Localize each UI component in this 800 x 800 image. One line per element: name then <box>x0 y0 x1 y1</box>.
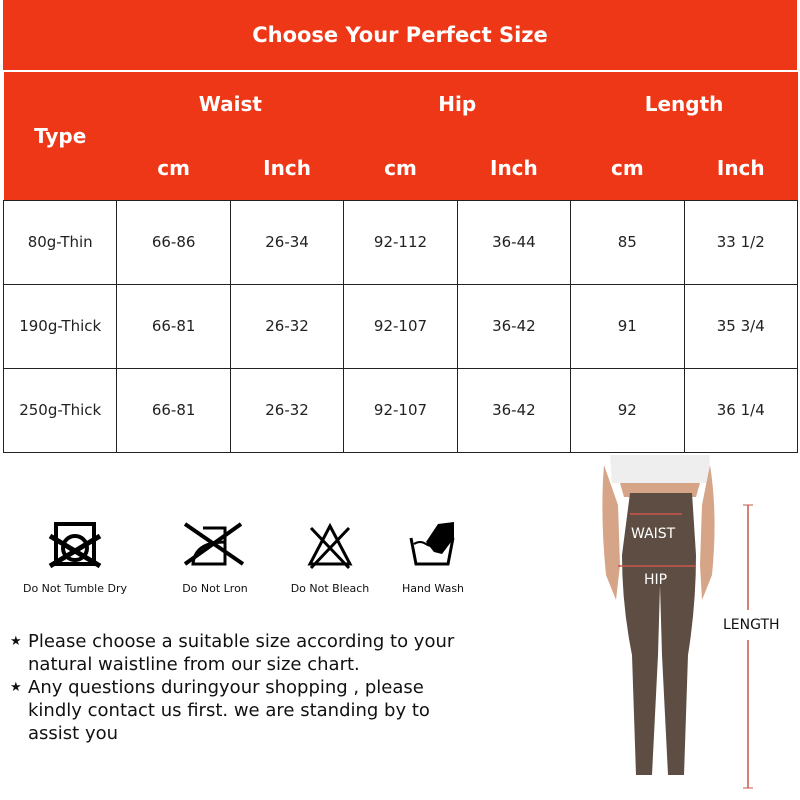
no-tumble-dry-icon <box>48 522 102 569</box>
note-2: Any questions duringyour shopping , plea… <box>28 677 430 744</box>
model-illustration <box>602 455 753 789</box>
table-cell: 35 3/4 <box>683 283 799 369</box>
care-label: Do Not Tumble Dry <box>22 582 127 595</box>
table-cell: 91 <box>570 283 685 369</box>
hand-wash-icon <box>409 522 455 566</box>
no-bleach-icon <box>307 522 353 570</box>
table-cell: 66-81 <box>116 367 231 453</box>
table-cell: 85 <box>570 199 685 285</box>
unit-header: cm <box>116 136 231 200</box>
care-tumble: Do Not Tumble Dry <box>20 520 130 595</box>
note-1: Please choose a suitable size according … <box>28 631 455 675</box>
chart-title: Choose Your Perfect Size <box>3 0 797 72</box>
table-cell: 92-107 <box>343 367 458 453</box>
hip-label: HIP <box>644 572 668 588</box>
model-figure: WAIST HIP LENGTH <box>600 455 800 795</box>
length-header: Length <box>570 72 798 136</box>
table-cell: 92-107 <box>343 283 458 369</box>
table-cell: 26-32 <box>229 283 345 369</box>
table-cell: 36-42 <box>456 367 572 453</box>
table-cell: 66-81 <box>116 283 231 369</box>
table-cell: 190g-Thick <box>2 283 118 369</box>
table-cell: 80g-Thin <box>2 199 118 285</box>
table-cell: 92-112 <box>343 199 458 285</box>
table-cell: 66-86 <box>116 199 231 285</box>
notes: ★ Please choose a suitable size according… <box>10 630 498 745</box>
table-row: 80g-Thin 66-86 26-34 92-112 36-44 85 33 1/2 <box>2 199 799 285</box>
waist-label: WAIST <box>631 526 676 542</box>
care-bleach: Do Not Bleach <box>275 520 385 595</box>
hip-header: Hip <box>343 72 571 136</box>
table-row: 250g-Thick 66-81 26-32 92-107 36-42 92 36 1/4 <box>2 367 799 453</box>
table-cell: 36-42 <box>456 283 572 369</box>
table-cell: 92 <box>570 367 685 453</box>
table-cell: 33 1/2 <box>683 199 799 285</box>
table-cell: 36 1/4 <box>683 367 799 453</box>
care-label: Do Not Bleach <box>290 582 370 595</box>
size-table: Type Waist Hip Length cm Inch cm Inch cm Inch… <box>2 72 799 453</box>
waist-header: Waist <box>116 72 344 136</box>
table-cell: 36-44 <box>456 199 572 285</box>
table-row: 190g-Thick 66-81 26-32 92-107 36-42 91 35 3/4 <box>2 283 799 369</box>
care-handwash: Hand Wash <box>380 520 486 595</box>
unit-header: Inch <box>457 136 571 200</box>
unit-header: Inch <box>684 136 798 200</box>
unit-header: cm <box>570 136 685 200</box>
table-cell: 26-34 <box>229 199 345 285</box>
care-iron: Do Not Lron <box>160 520 270 595</box>
table-cell: 250g-Thick <box>2 367 118 453</box>
type-header: Type <box>3 72 117 200</box>
length-label: LENGTH <box>723 617 780 633</box>
unit-header: cm <box>343 136 458 200</box>
unit-header: Inch <box>230 136 344 200</box>
care-label: Hand Wash <box>401 582 465 595</box>
care-label: Do Not Lron <box>182 582 248 595</box>
table-cell: 26-32 <box>229 367 345 453</box>
no-iron-icon <box>183 522 245 566</box>
